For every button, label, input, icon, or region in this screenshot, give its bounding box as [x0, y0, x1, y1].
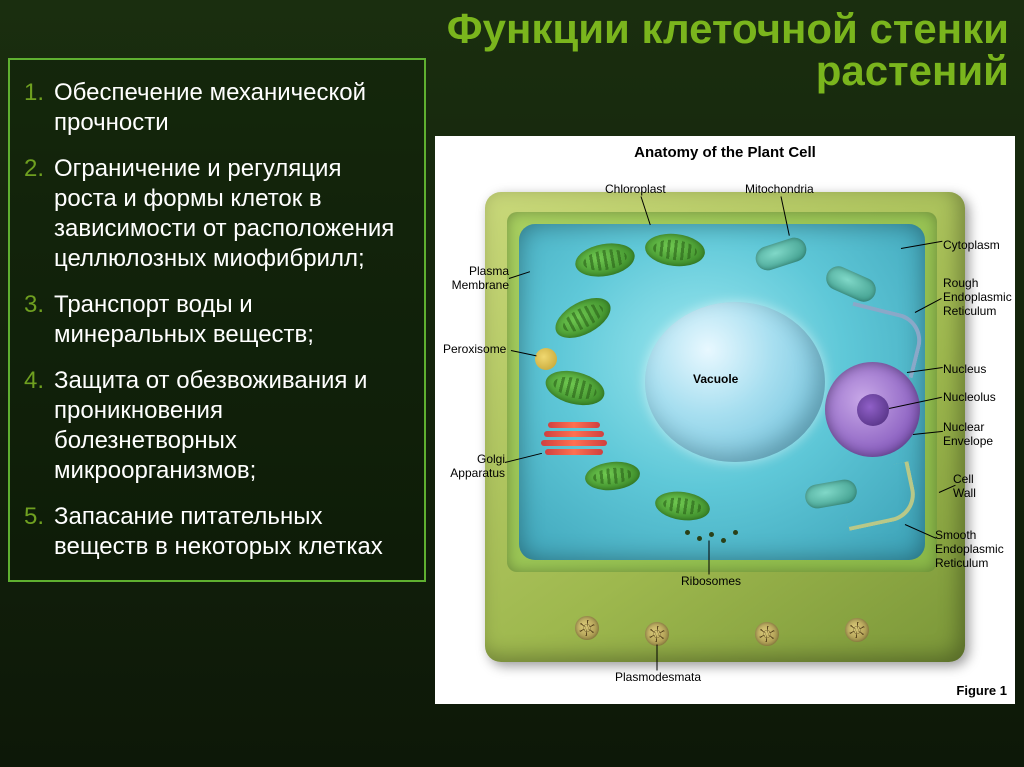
ribosome-dot: [721, 538, 726, 543]
list-item: 1. Обеспечение механической прочности: [54, 78, 410, 138]
label-nuclear-envelope: NuclearEnvelope: [943, 420, 1003, 448]
list-number: 1.: [24, 78, 44, 108]
label-peroxisome: Peroxisome: [443, 342, 506, 356]
list-item: 3. Транспорт воды и минеральных веществ;: [54, 290, 410, 350]
list-item: 5. Запасание питательных веществ в некот…: [54, 502, 410, 562]
leader-line: [657, 645, 658, 671]
golgi-shape: [541, 422, 607, 466]
list-number: 2.: [24, 154, 44, 184]
peroxisome-shape: [535, 348, 557, 370]
label-vacuole: Vacuole: [693, 372, 738, 386]
label-cytoplasm: Cytoplasm: [943, 238, 1000, 252]
list-number: 5.: [24, 502, 44, 532]
label-rough-er: RoughEndoplasmicReticulum: [943, 276, 1013, 318]
plasmodesmata-shape: [645, 622, 669, 646]
title-line-2: растений: [447, 50, 1009, 92]
list-item: 4. Защита от обезвоживания и проникновен…: [54, 366, 410, 486]
list-item: 2. Ограничение и регуляция роста и формы…: [54, 154, 410, 274]
list-text: Транспорт воды и минеральных веществ;: [54, 291, 314, 348]
functions-list: 1. Обеспечение механической прочности 2.…: [8, 58, 426, 582]
list-number: 4.: [24, 366, 44, 396]
nucleolus-shape: [857, 394, 889, 426]
label-plasma-membrane: PlasmaMembrane: [447, 264, 509, 292]
label-cell-wall: CellWall: [953, 472, 993, 500]
title-line-1: Функции клеточной стенки: [447, 8, 1009, 50]
plant-cell-diagram: Anatomy of the Plant Cell Vacuole Ch: [435, 136, 1015, 704]
label-plasmodesmata: Plasmodesmata: [615, 670, 701, 684]
leader-line: [709, 541, 710, 575]
figure-number: Figure 1: [956, 683, 1007, 698]
plasmodesmata-shape: [755, 622, 779, 646]
ribosome-dot: [709, 532, 714, 537]
label-smooth-er: SmoothEndoplasmicReticulum: [935, 528, 1011, 570]
list-text: Запасание питательных веществ в некоторы…: [54, 503, 383, 560]
label-golgi: GolgiApparatus: [439, 452, 505, 480]
diagram-title: Anatomy of the Plant Cell: [435, 136, 1015, 169]
list-text: Ограничение и регуляция роста и формы кл…: [54, 155, 394, 272]
list-number: 3.: [24, 290, 44, 320]
ribosome-dot: [733, 530, 738, 535]
ribosome-dot: [697, 536, 702, 541]
label-mitochondria: Mitochondria: [745, 182, 814, 196]
label-ribosomes: Ribosomes: [681, 574, 741, 588]
cell-stage: Vacuole Chloroplast PlasmaMembrane Perox…: [445, 172, 1005, 692]
plasmodesmata-shape: [845, 618, 869, 642]
label-nucleolus: Nucleolus: [943, 390, 996, 404]
ribosome-dot: [685, 530, 690, 535]
slide-title: Функции клеточной стенки растений: [447, 8, 1009, 92]
list-text: Защита от обезвоживания и проникновения …: [54, 367, 367, 484]
label-chloroplast: Chloroplast: [605, 182, 666, 196]
plasmodesmata-shape: [575, 616, 599, 640]
list-text: Обеспечение механической прочности: [54, 79, 366, 136]
label-nucleus: Nucleus: [943, 362, 986, 376]
